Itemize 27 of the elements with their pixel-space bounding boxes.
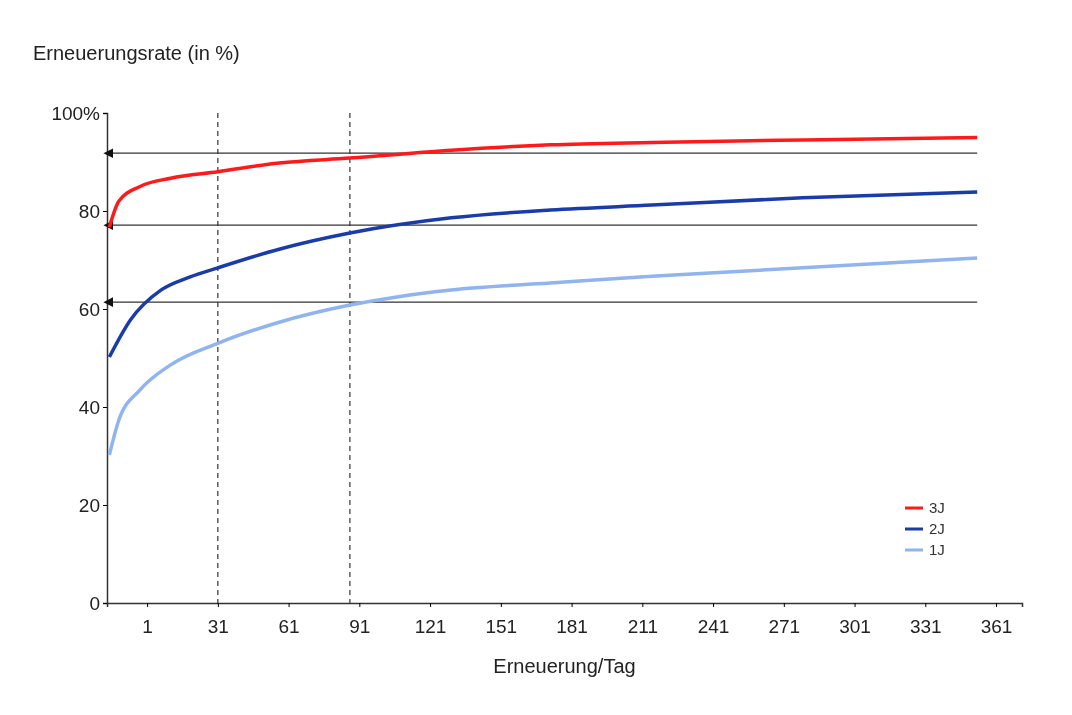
x-tick-label: 61 (278, 615, 300, 637)
y-tick-label: 0 (89, 592, 100, 614)
x-tick-label: 301 (839, 615, 871, 637)
x-tick-label: 1 (142, 615, 153, 637)
y-tick-label: 80 (78, 200, 100, 222)
line-series (107, 190, 979, 359)
legend-label: 3J (929, 499, 945, 517)
x-axis-title: Erneuerung/Tag (493, 655, 636, 677)
x-tick-label: 151 (485, 615, 518, 637)
x-tick-label: 331 (909, 615, 942, 637)
x-tick-label: 181 (556, 615, 588, 637)
x-tick-label: 91 (349, 615, 371, 637)
x-tick-label: 121 (414, 615, 447, 637)
y-tick-label: 40 (78, 396, 100, 418)
x-tick-label: 31 (207, 615, 229, 637)
x-tick-label: 361 (980, 615, 1013, 637)
legend-label: 1J (929, 541, 945, 559)
line-series (107, 256, 979, 457)
legend-label: 2J (929, 520, 945, 538)
y-tick-label: 100% (51, 102, 101, 124)
y-tick-label: 60 (78, 298, 100, 320)
x-tick-label: 211 (627, 615, 658, 637)
x-tick-label: 271 (768, 615, 801, 637)
x-tick-label: 241 (697, 615, 730, 637)
y-tick-label: 20 (78, 494, 100, 516)
line-series (107, 135, 979, 229)
y-axis-title: Erneuerungsrate (in %) (33, 42, 240, 64)
